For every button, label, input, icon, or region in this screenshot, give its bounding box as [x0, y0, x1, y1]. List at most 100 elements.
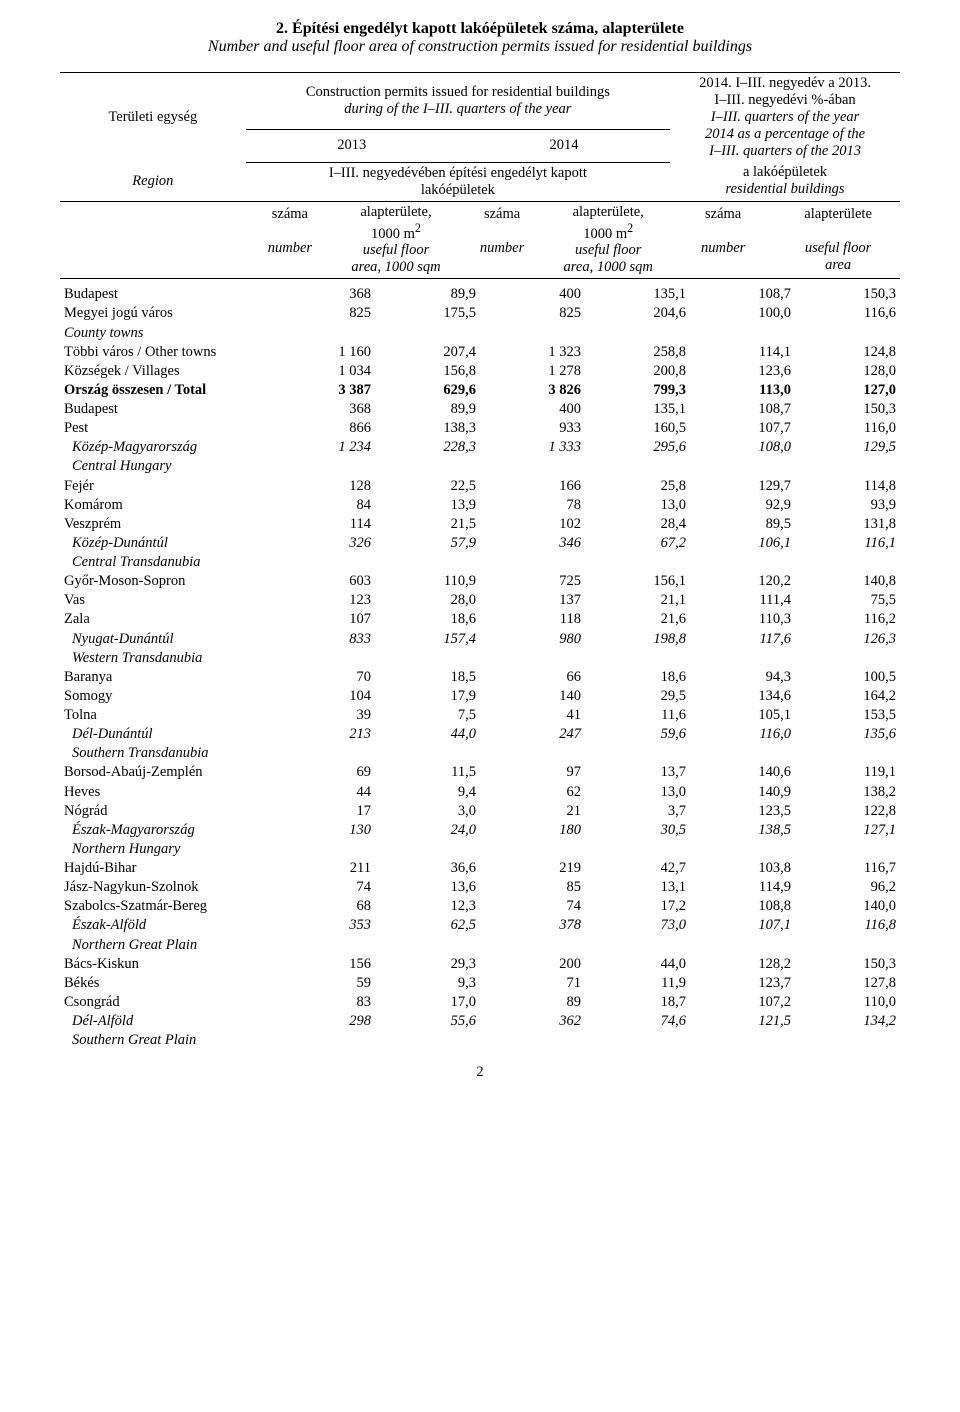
- cell: 92,9: [690, 496, 795, 515]
- table-row: Közép-Dunántúl32657,934667,2106,1116,1: [60, 534, 900, 553]
- cell: 129,5: [795, 438, 900, 457]
- row-label: Southern Transdanubia: [60, 744, 270, 763]
- cell: 85: [480, 878, 585, 897]
- cell: [690, 649, 795, 668]
- header-table: Területi egység Construction permits iss…: [60, 72, 900, 279]
- col-szama-3-top: száma: [705, 206, 741, 222]
- cell: [795, 324, 900, 343]
- header-year-2013: 2013: [246, 130, 458, 162]
- cell: 123,6: [690, 362, 795, 381]
- cell: 74: [270, 878, 375, 897]
- table-row: Budapest36889,9400135,1108,7150,3: [60, 285, 900, 304]
- row-label: Jász-Nagykun-Szolnok: [60, 878, 270, 897]
- row-label: Baranya: [60, 668, 270, 687]
- cell: [585, 1031, 690, 1050]
- cell: 93,9: [795, 496, 900, 515]
- header-teruleti-egyseg: Területi egység: [60, 73, 246, 163]
- cell: 725: [480, 572, 585, 591]
- cell: 207,4: [375, 343, 480, 362]
- cell: 110,9: [375, 572, 480, 591]
- row-label: Veszprém: [60, 515, 270, 534]
- cell: [795, 649, 900, 668]
- row-label: Western Transdanubia: [60, 649, 270, 668]
- cell: 21,6: [585, 610, 690, 629]
- cell: 3 387: [270, 381, 375, 400]
- cell: [690, 457, 795, 476]
- table-row: Komárom8413,97813,092,993,9: [60, 496, 900, 515]
- cell: 219: [480, 859, 585, 878]
- cell: 866: [270, 419, 375, 438]
- cell: 127,1: [795, 821, 900, 840]
- cell: [690, 553, 795, 572]
- table-row: Hajdú-Bihar21136,621942,7103,8116,7: [60, 859, 900, 878]
- cell: 30,5: [585, 821, 690, 840]
- table-row: Southern Transdanubia: [60, 744, 900, 763]
- cell: 13,7: [585, 763, 690, 782]
- cell: 70: [270, 668, 375, 687]
- cell: [375, 649, 480, 668]
- row-label: Northern Hungary: [60, 840, 270, 859]
- cell: 213: [270, 725, 375, 744]
- cell: 1 333: [480, 438, 585, 457]
- row-label: Többi város / Other towns: [60, 343, 270, 362]
- cell: 108,7: [690, 285, 795, 304]
- cell: 71: [480, 974, 585, 993]
- row-label: Dél-Dunántúl: [60, 725, 270, 744]
- cell: 89,9: [375, 285, 480, 304]
- title-line-1: 2. Építési engedélyt kapott lakóépületek…: [60, 20, 900, 38]
- cell: 83: [270, 993, 375, 1012]
- row-label: Szabolcs-Szatmár-Bereg: [60, 897, 270, 916]
- cell: 116,0: [795, 419, 900, 438]
- cell: 247: [480, 725, 585, 744]
- cell: [480, 936, 585, 955]
- cell: [795, 553, 900, 572]
- cell: [270, 744, 375, 763]
- table-row: Northern Great Plain: [60, 936, 900, 955]
- header-right-l2: I–III. negyedévi %-ában: [714, 92, 855, 108]
- cell: 9,4: [375, 783, 480, 802]
- cell: 68: [270, 897, 375, 916]
- cell: 114,8: [795, 477, 900, 496]
- cell: 166: [480, 477, 585, 496]
- col-alap-3-top: alapterülete: [804, 206, 872, 222]
- cell: 135,6: [795, 725, 900, 744]
- cell: 137: [480, 591, 585, 610]
- cell: 62: [480, 783, 585, 802]
- cell: 295,6: [585, 438, 690, 457]
- table-row: Közép-Magyarország1 234228,31 333295,610…: [60, 438, 900, 457]
- cell: 89: [480, 993, 585, 1012]
- cell: 107: [270, 610, 375, 629]
- cell: 126,3: [795, 630, 900, 649]
- cell: 18,7: [585, 993, 690, 1012]
- cell: 13,1: [585, 878, 690, 897]
- table-row: Csongrád8317,08918,7107,2110,0: [60, 993, 900, 1012]
- cell: 135,1: [585, 285, 690, 304]
- cell: 41: [480, 706, 585, 725]
- cell: 1 323: [480, 343, 585, 362]
- cell: 89,5: [690, 515, 795, 534]
- cell: 120,2: [690, 572, 795, 591]
- cell: 157,4: [375, 630, 480, 649]
- cell: [585, 840, 690, 859]
- cell: 124,8: [795, 343, 900, 362]
- row-label: Heves: [60, 783, 270, 802]
- table-row: Dél-Dunántúl21344,024759,6116,0135,6: [60, 725, 900, 744]
- row-label: County towns: [60, 324, 270, 343]
- cell: 825: [270, 304, 375, 323]
- cell: 140,0: [795, 897, 900, 916]
- cell: 116,0: [690, 725, 795, 744]
- cell: 107,1: [690, 916, 795, 935]
- col-useful-2: useful floor: [575, 242, 641, 258]
- cell: 17,9: [375, 687, 480, 706]
- cell: 89,9: [375, 400, 480, 419]
- cell: 117,6: [690, 630, 795, 649]
- cell: 11,6: [585, 706, 690, 725]
- cell: [270, 1031, 375, 1050]
- cell: 156,8: [375, 362, 480, 381]
- cell: 138,3: [375, 419, 480, 438]
- cell: 22,5: [375, 477, 480, 496]
- cell: [480, 457, 585, 476]
- cell: 129,7: [690, 477, 795, 496]
- header-right-l1: 2014. I–III. negyedév a 2013.: [699, 75, 871, 91]
- table-row: Dél-Alföld29855,636274,6121,5134,2: [60, 1012, 900, 1031]
